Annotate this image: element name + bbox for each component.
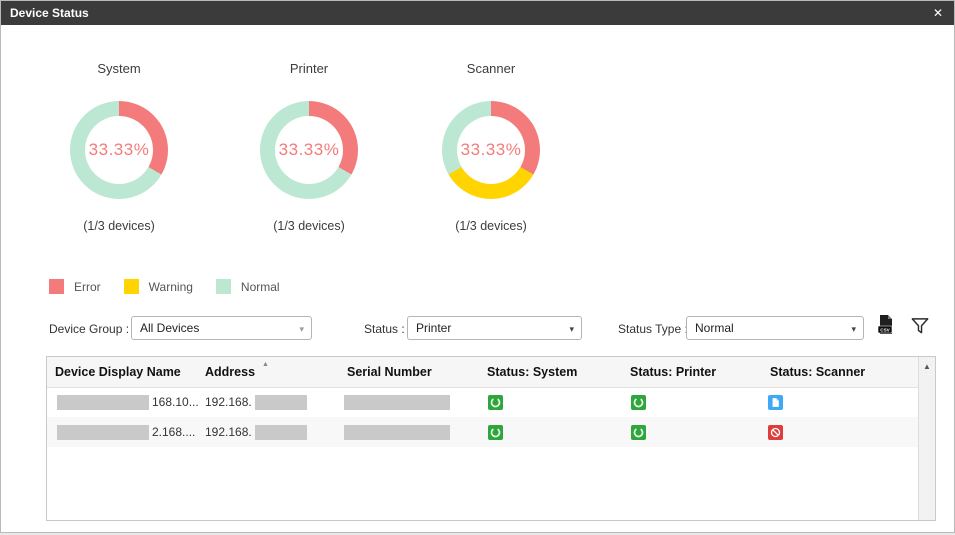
status-label: Status : — [364, 322, 405, 336]
chart-caption: (1/3 devices) — [83, 219, 155, 233]
cell-text: 2.168.... — [152, 425, 196, 439]
chart-system: System 33.33% (1/3 devices) — [54, 61, 184, 233]
legend-label: Error — [74, 279, 101, 294]
cell-text: 192.168. — [205, 425, 252, 439]
device-table: Device Display Name Address ▲ Serial Num… — [46, 356, 936, 521]
table-body: 168.10... 192.168. 2.168.... 192.168. — [47, 387, 919, 520]
svg-text:CSV: CSV — [880, 327, 890, 332]
column-header-status-scanner[interactable]: Status: Scanner — [770, 365, 866, 379]
titlebar: Device Status ✕ — [1, 1, 954, 25]
device-group-dropdown[interactable]: All Devices ▾ — [131, 316, 312, 340]
cell-status-scanner — [768, 417, 783, 447]
cell-serial-number — [344, 417, 450, 447]
cell-device-display-name: 2.168.... — [57, 417, 195, 447]
table-row[interactable]: 168.10... 192.168. — [47, 387, 919, 417]
column-header-device-display-name[interactable]: Device Display Name — [55, 365, 181, 379]
redacted-value — [57, 394, 149, 410]
device-group-value: All Devices — [140, 321, 200, 335]
status-dropdown[interactable]: Printer ▾ — [407, 316, 582, 340]
column-header-status-printer[interactable]: Status: Printer — [630, 365, 717, 379]
export-csv-icon[interactable]: CSV — [875, 313, 897, 337]
redacted-value — [254, 424, 307, 440]
cell-status-system — [488, 387, 503, 417]
table-header: Device Display Name Address ▲ Serial Num… — [47, 357, 935, 388]
chart-legend: Error Warning Normal — [49, 279, 303, 294]
cell-text: 168.10... — [152, 395, 199, 409]
cell-status-printer — [631, 417, 646, 447]
table-scrollbar[interactable]: ▲ — [918, 357, 935, 520]
donut-chart-scanner: 33.33% — [442, 101, 540, 199]
dialog-title: Device Status — [10, 6, 89, 20]
legend-label: Normal — [240, 279, 280, 294]
column-header-address[interactable]: Address — [205, 365, 256, 379]
chart-title: Scanner — [466, 61, 516, 76]
donut-chart-system: 33.33% — [70, 101, 168, 199]
device-group-label: Device Group : — [49, 322, 130, 336]
donut-chart-printer: 33.33% — [260, 101, 358, 199]
legend-item-warning: Warning — [123, 279, 193, 294]
chart-title: System — [97, 61, 141, 76]
chart-center-percentage: 33.33% — [460, 140, 522, 159]
chart-printer: Printer 33.33% (1/3 devices) — [244, 61, 374, 233]
cell-status-printer — [631, 387, 646, 417]
chart-caption: (1/3 devices) — [455, 219, 527, 233]
chevron-down-icon: ▾ — [299, 324, 304, 334]
chevron-down-icon: ▾ — [569, 324, 574, 334]
chart-center-percentage: 33.33% — [88, 140, 150, 159]
cell-address: 192.168. — [205, 387, 307, 417]
close-icon[interactable]: ✕ — [932, 6, 943, 20]
status-error-icon — [768, 424, 783, 440]
cell-status-system — [488, 417, 503, 447]
sort-ascending-icon: ▲ — [262, 361, 269, 368]
status-ok-icon — [488, 394, 503, 410]
warning-color-swatch — [123, 279, 139, 294]
chart-scanner: Scanner 33.33% (1/3 devices) — [426, 61, 556, 233]
status-document-icon — [768, 394, 783, 410]
status-value: Printer — [416, 321, 452, 335]
chart-title: Printer — [289, 61, 329, 76]
legend-item-normal: Normal — [215, 279, 280, 294]
cell-serial-number — [344, 387, 450, 417]
status-type-label: Status Type : — [618, 322, 688, 336]
chevron-down-icon: ▾ — [851, 324, 856, 334]
status-ok-icon — [631, 424, 646, 440]
column-header-serial-number[interactable]: Serial Number — [347, 365, 432, 379]
scroll-up-icon[interactable]: ▲ — [923, 362, 931, 371]
chart-caption: (1/3 devices) — [273, 219, 345, 233]
chart-center-percentage: 33.33% — [278, 140, 340, 159]
status-type-value: Normal — [695, 321, 734, 335]
normal-color-swatch — [215, 279, 231, 294]
status-ok-icon — [488, 424, 503, 440]
cell-address: 192.168. — [205, 417, 307, 447]
redacted-value — [57, 424, 149, 440]
legend-label: Warning — [148, 279, 193, 294]
cell-text: 192.168. — [205, 395, 252, 409]
column-header-status-system[interactable]: Status: System — [487, 365, 578, 379]
redacted-value — [254, 394, 307, 410]
cell-status-scanner — [768, 387, 783, 417]
error-color-swatch — [49, 279, 64, 294]
status-ok-icon — [631, 394, 646, 410]
table-row[interactable]: 2.168.... 192.168. — [47, 417, 919, 447]
filter-funnel-icon[interactable] — [909, 315, 931, 337]
cell-device-display-name: 168.10... — [57, 387, 199, 417]
redacted-value — [344, 424, 450, 440]
status-type-dropdown[interactable]: Normal ▾ — [686, 316, 864, 340]
redacted-value — [344, 394, 450, 410]
legend-item-error: Error — [49, 279, 101, 294]
